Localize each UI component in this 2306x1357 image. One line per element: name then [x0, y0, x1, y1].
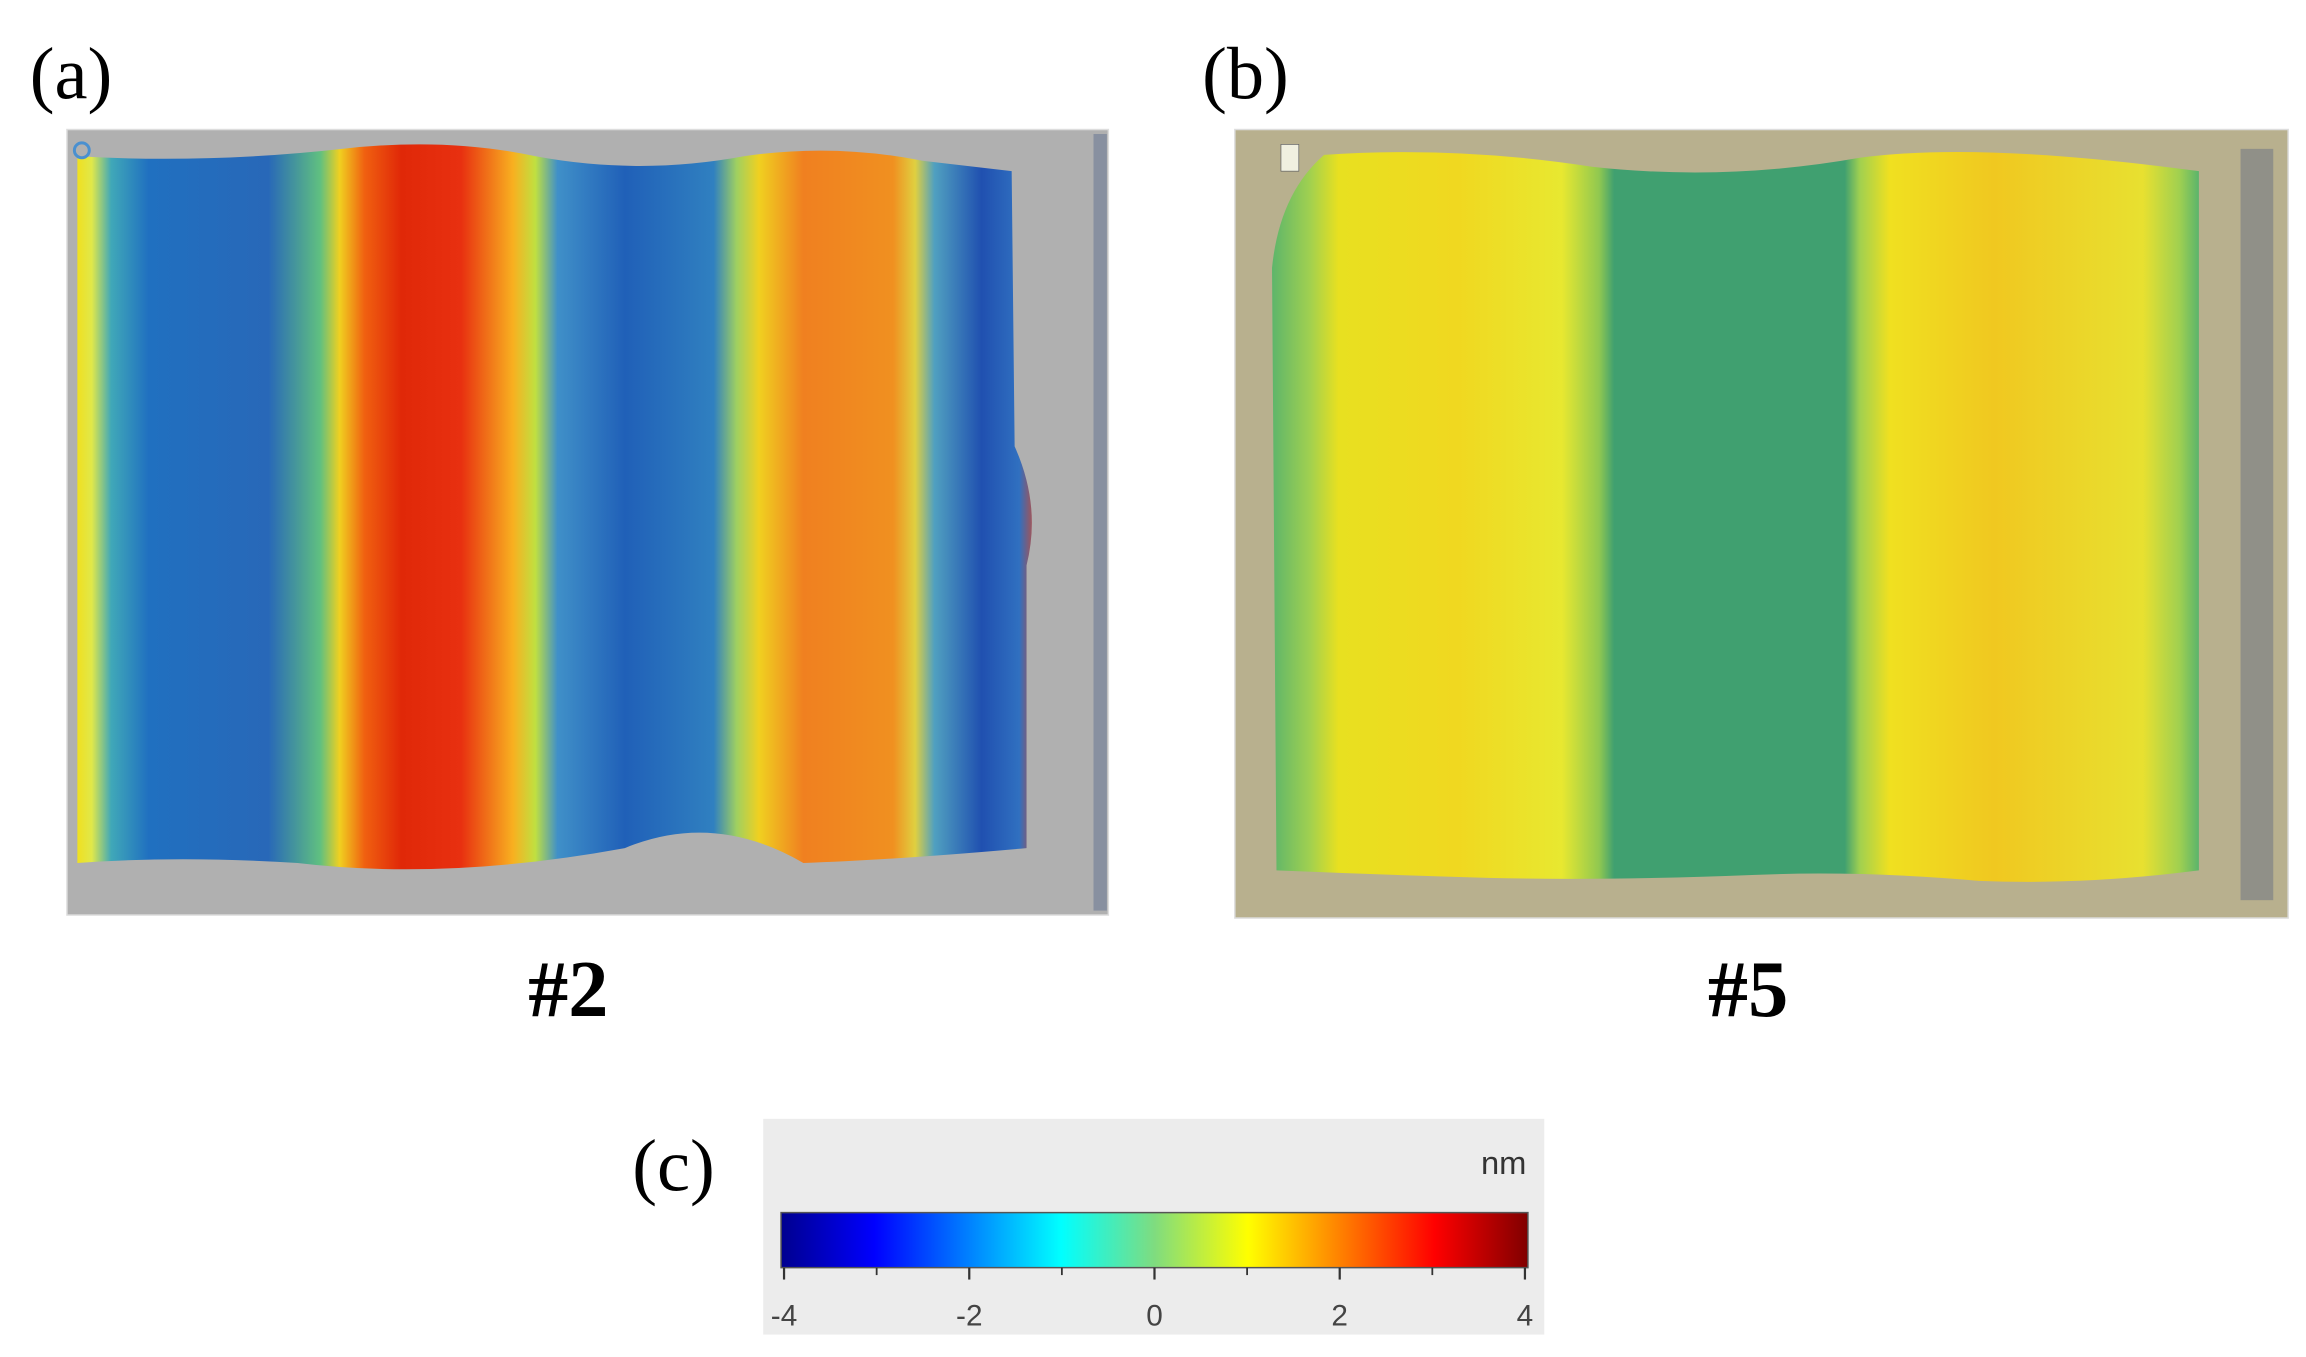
- marker: [1280, 144, 1300, 172]
- image-edge: [1093, 133, 1107, 911]
- tick-label: 4: [1517, 1300, 1534, 1333]
- image-edge: [2240, 148, 2274, 901]
- marker: [72, 141, 91, 160]
- panel-b: (b) #5: [1202, 33, 2289, 1034]
- panel-a: (a) #2: [30, 33, 1110, 1034]
- panel-label: (c): [632, 1125, 715, 1207]
- panel-caption: #2: [528, 945, 608, 1034]
- tick-label: -2: [956, 1300, 982, 1333]
- height-map: [77, 144, 1032, 870]
- panel-label: (a): [30, 33, 113, 115]
- colorbar-bar: [780, 1211, 1529, 1269]
- tick-label: -4: [771, 1300, 797, 1333]
- colorbar: (c) nm -4 -2 0 2 4: [632, 1118, 1545, 1335]
- height-map: [1272, 151, 2199, 882]
- tick-label: 2: [1331, 1300, 1348, 1333]
- tick-label: 0: [1146, 1300, 1163, 1333]
- colorbar-unit: nm: [1481, 1144, 1526, 1181]
- panel-caption: #5: [1708, 945, 1788, 1034]
- panel-label: (b): [1202, 33, 1289, 115]
